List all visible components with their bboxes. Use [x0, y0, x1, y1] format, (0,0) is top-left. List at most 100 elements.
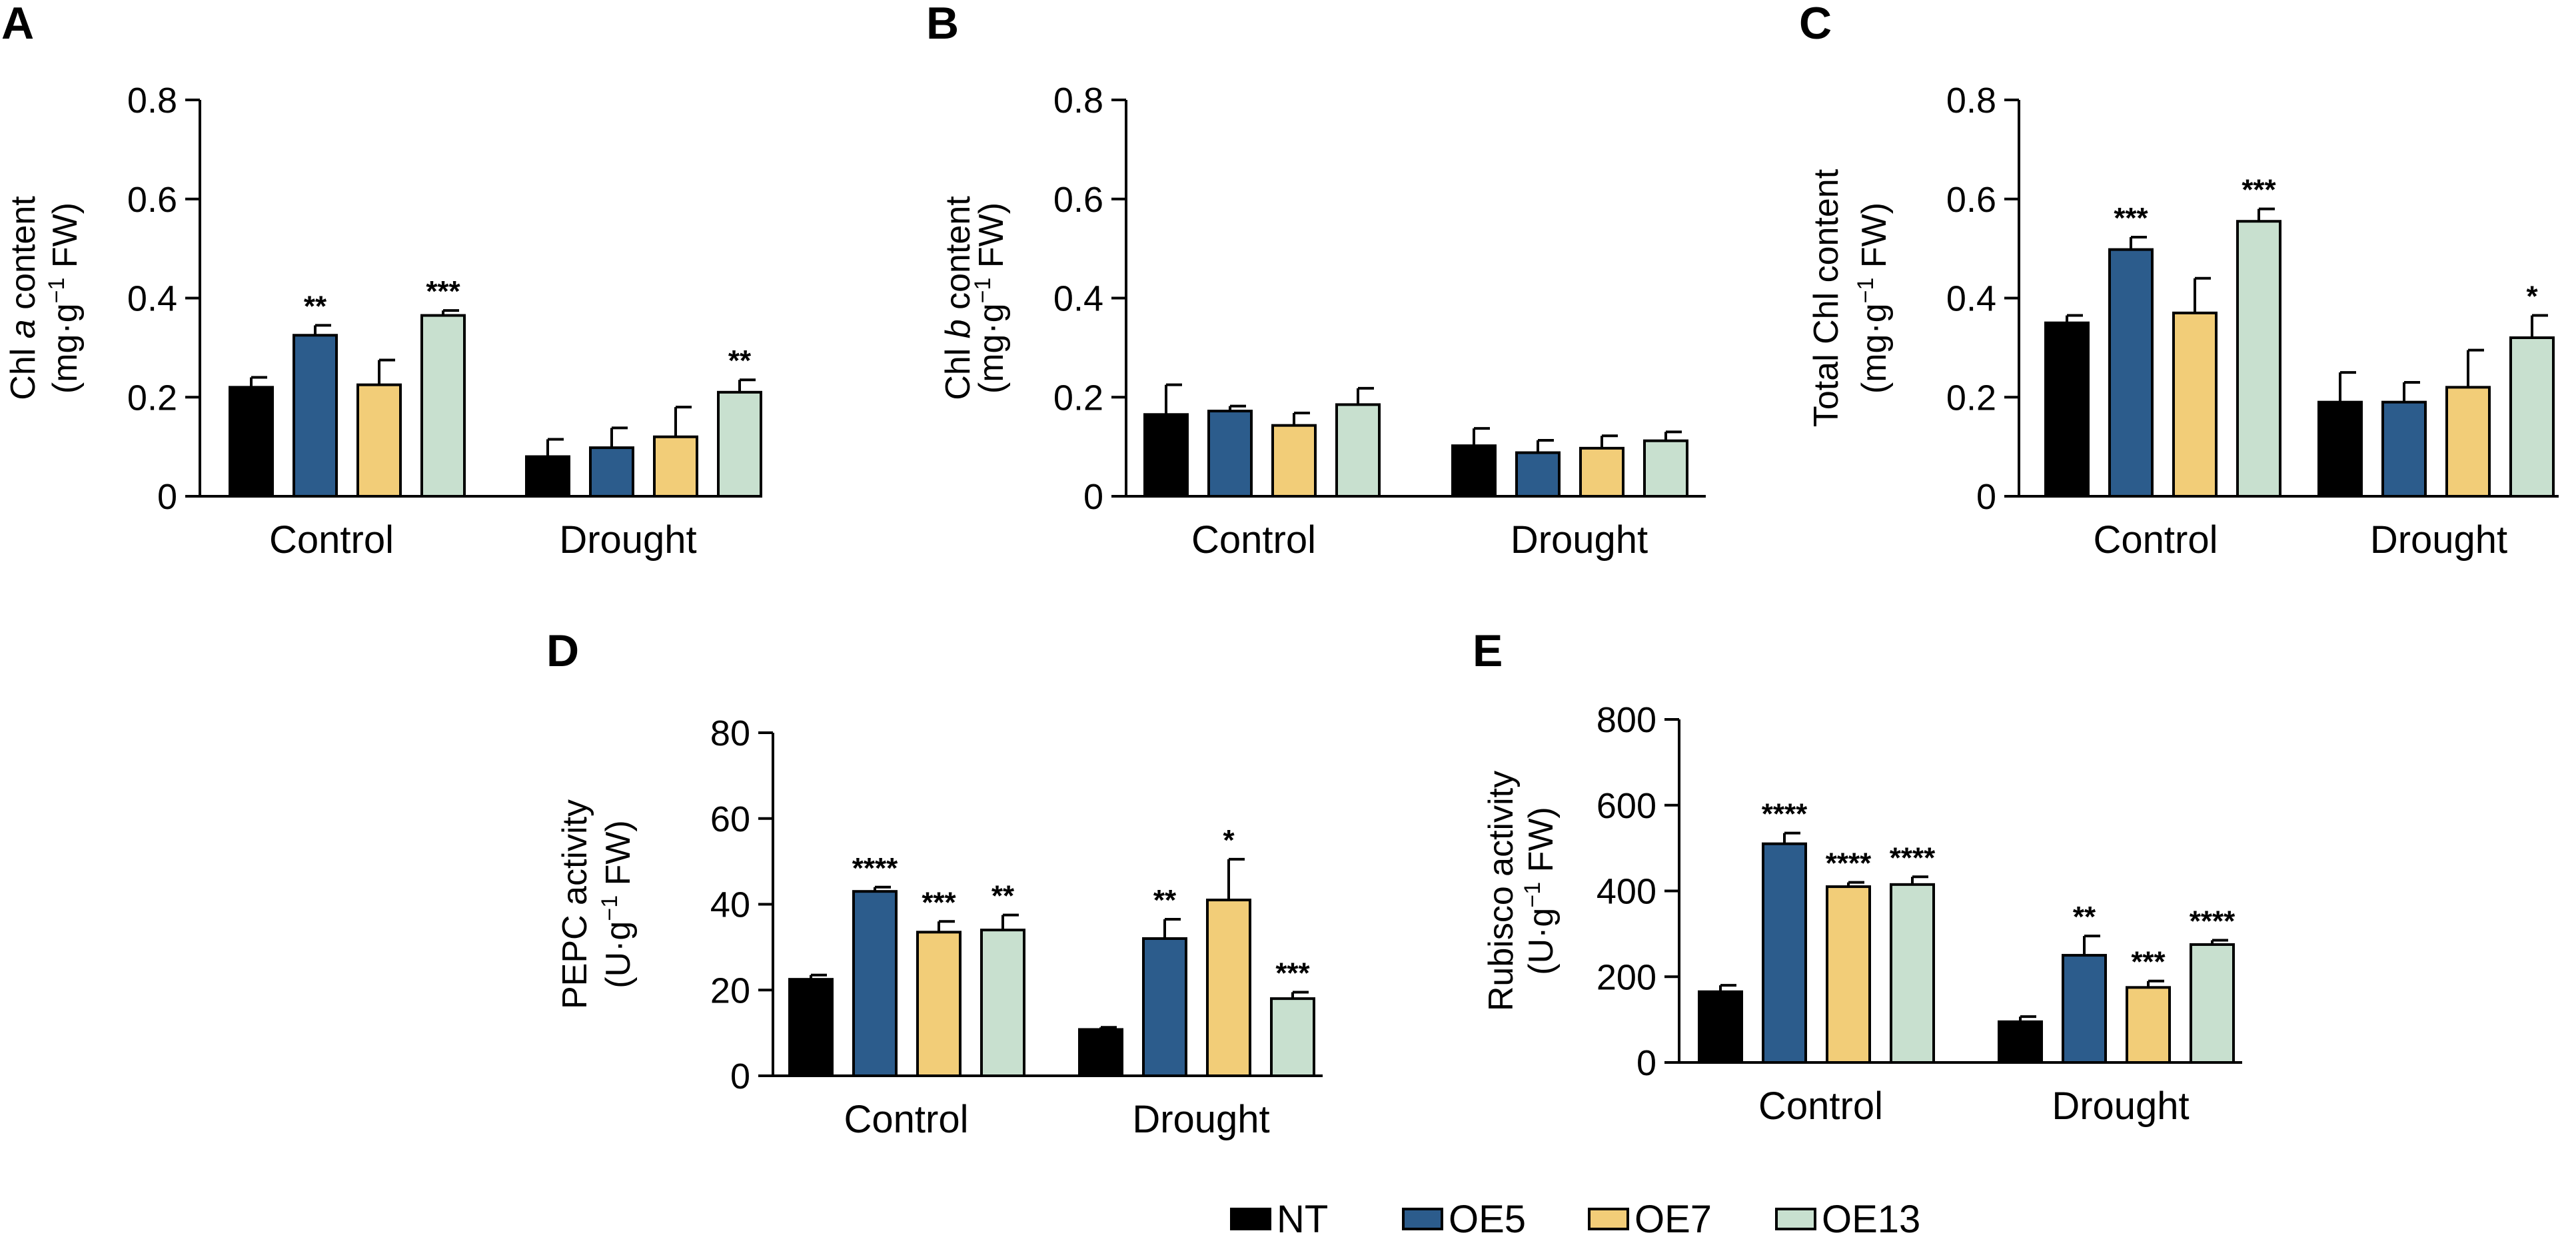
category-label: Drought	[2052, 1084, 2189, 1128]
panel-d: D 0 20 40 60 80 PEPC activity (U·g−1 FW) Control…	[546, 625, 1323, 1141]
significance-marker: ****	[1826, 847, 1872, 880]
legend-label: NT	[1277, 1198, 1328, 1237]
bar-oe5	[1142, 937, 1187, 1077]
bar-nt	[1698, 990, 1743, 1064]
category-label: Control	[2094, 518, 2218, 562]
category-label: Drought	[1132, 1098, 1269, 1141]
y-tick-label: 0.8	[1946, 81, 1996, 121]
significance-marker: ***	[426, 275, 460, 308]
y-tick-label: 0.6	[127, 180, 177, 220]
bar-oe5	[852, 890, 898, 1077]
bar-oe7	[1271, 424, 1317, 498]
bar-nt	[229, 386, 274, 498]
significance-marker: ****	[2190, 905, 2236, 938]
y-tick-label: 0.4	[1946, 279, 1996, 319]
y-tick-label: 0.6	[1946, 180, 1996, 220]
category-label: Control	[269, 518, 394, 562]
significance-marker: **	[304, 290, 327, 322]
bar-oe5	[1515, 451, 1561, 498]
y-tick-label: 0.4	[127, 279, 177, 319]
y-tick-label: 40	[710, 885, 750, 925]
significance-marker: *	[1223, 824, 1235, 857]
y-tick-label: 80	[710, 713, 750, 753]
y-tick-label: 0	[1083, 477, 1103, 517]
y-tick-label: 0.2	[127, 378, 177, 418]
bar-oe13	[1335, 403, 1381, 498]
significance-marker: *	[2526, 280, 2538, 313]
significance-marker: **	[728, 344, 752, 377]
y-axis-label-line: Total Chl content	[1807, 169, 1846, 427]
significance-marker: ****	[1890, 841, 1936, 874]
significance-marker: ***	[2131, 946, 2166, 979]
significance-marker: ***	[2114, 202, 2148, 234]
bar-oe5	[1207, 410, 1253, 498]
bar-oe13	[1643, 439, 1688, 498]
bar-oe7	[1826, 885, 1871, 1064]
legend-label: OE13	[1822, 1198, 1920, 1237]
bar-nt	[525, 455, 570, 498]
y-tick-label: 200	[1597, 957, 1656, 997]
category-label: Drought	[1511, 518, 1648, 562]
bar-oe7	[356, 383, 402, 498]
category-label: Drought	[559, 518, 696, 562]
y-tick-label: 800	[1597, 700, 1656, 740]
y-axis-label-line: (mg·g−1 FW)	[970, 203, 1011, 394]
y-tick-label: 0	[157, 477, 177, 517]
y-tick-label: 0.8	[127, 81, 177, 121]
significance-marker: ***	[2242, 174, 2276, 206]
legend-swatch-nt	[1230, 1208, 1271, 1230]
bar-oe13	[2190, 943, 2235, 1064]
bar-nt	[2044, 321, 2090, 498]
significance-marker: **	[991, 880, 1015, 913]
significance-marker: ****	[852, 852, 898, 885]
bar-oe7	[1206, 899, 1251, 1077]
category-label: Control	[844, 1098, 969, 1141]
y-tick-label: 600	[1597, 786, 1656, 826]
y-tick-label: 0	[1976, 477, 1996, 517]
y-tick-label: 0.4	[1053, 279, 1103, 319]
legend-label: OE7	[1634, 1198, 1712, 1237]
y-tick-label: 0	[730, 1056, 750, 1096]
panel-letter: B	[926, 0, 959, 49]
significance-marker: **	[2073, 901, 2096, 933]
significance-marker: ****	[1762, 798, 1808, 831]
y-tick-label: 0.6	[1053, 180, 1103, 220]
bar-oe13	[2509, 336, 2555, 498]
y-tick-label: 400	[1597, 872, 1656, 912]
bar-oe13	[1890, 883, 1935, 1064]
bar-oe5	[2381, 400, 2427, 498]
significance-marker: ***	[1275, 957, 1310, 989]
y-axis-label-line: Chl a content	[4, 196, 43, 400]
bar-oe7	[916, 931, 962, 1077]
bar-nt	[1143, 413, 1189, 498]
legend-swatch-oe7	[1588, 1208, 1629, 1230]
legend-swatch-oe5	[1402, 1208, 1443, 1230]
panel-letter: D	[546, 625, 579, 676]
y-tick-label: 20	[710, 971, 750, 1011]
bar-nt	[1078, 1028, 1123, 1077]
panel-letter: A	[1, 0, 34, 49]
bar-oe13	[980, 929, 1025, 1077]
bar-nt	[1998, 1020, 2043, 1064]
y-axis-label-line: Chl b content	[939, 196, 977, 400]
bar-nt	[1451, 444, 1497, 498]
y-tick-label: 0.2	[1946, 378, 1996, 418]
y-axis-label-line: (U·g−1 FW)	[1520, 807, 1561, 975]
panel-letter: C	[1799, 0, 1832, 49]
bar-oe5	[2108, 248, 2154, 498]
y-axis-label-line: Rubisco activity	[1482, 771, 1521, 1011]
y-axis-label-line: PEPC activity	[556, 799, 594, 1009]
bar-oe5	[589, 446, 634, 498]
panel-b: B 0 0.2 0.4 0.6 0.8 Chl b content(mg·g−1 FW) Co…	[926, 0, 1706, 562]
category-label: Control	[1758, 1084, 1883, 1128]
panel-e: E 0 200 400 600 800 Rubisco activity (U·g−1 FW)…	[1473, 625, 2242, 1128]
y-tick-label: 60	[710, 799, 750, 839]
y-axis-label-line: (mg·g−1 FW)	[1853, 203, 1894, 394]
y-tick-label: 0	[1636, 1043, 1656, 1083]
bar-nt	[788, 978, 834, 1077]
panel-letter: E	[1473, 625, 1503, 676]
legend-label: OE5	[1449, 1198, 1526, 1237]
bar-oe13	[717, 390, 762, 498]
y-axis-label-line: (U·g−1 FW)	[597, 820, 638, 988]
